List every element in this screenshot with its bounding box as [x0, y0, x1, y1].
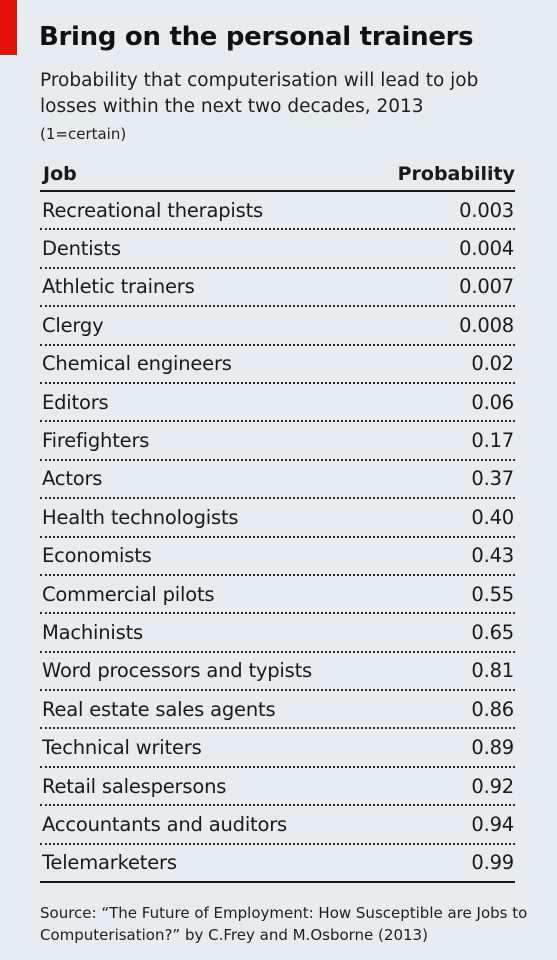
- probability-cell: 0.92: [471, 774, 514, 798]
- probability-cell: 0.003: [459, 198, 514, 222]
- probability-cell: 0.65: [471, 620, 514, 644]
- job-cell: Actors: [42, 467, 103, 491]
- probability-cell: 0.004: [459, 237, 514, 261]
- table-row: Economists 0.43: [40, 538, 515, 576]
- unit-note: (1=certain): [40, 125, 127, 143]
- column-header-probability: Probability: [397, 163, 515, 185]
- probability-cell: 0.43: [471, 544, 514, 568]
- table-row: Telemarketers 0.99: [40, 845, 515, 884]
- probability-cell: 0.94: [471, 812, 514, 836]
- probability-cell: 0.008: [459, 313, 514, 337]
- table-row: Word processors and typists 0.81: [40, 653, 515, 692]
- probability-cell: 0.02: [471, 352, 514, 376]
- table-row: Health technologists 0.40: [40, 499, 515, 538]
- probability-cell: 0.17: [471, 429, 514, 453]
- job-cell: Commercial pilots: [42, 582, 215, 606]
- chart-subtitle: Probability that computerisation will le…: [40, 70, 479, 117]
- probability-cell: 0.86: [471, 697, 514, 721]
- job-cell: Accountants and auditors: [42, 812, 287, 836]
- table-row: Retail salespersons 0.92: [40, 768, 515, 807]
- table-row: Dentists 0.004: [40, 230, 515, 269]
- table-header: Job Probability: [40, 158, 515, 192]
- probability-table: Job Probability Recreational therapists 0…: [40, 158, 515, 884]
- job-cell: Editors: [42, 390, 109, 414]
- table-row: Clergy 0.008: [40, 307, 515, 346]
- table-row: Technical writers 0.89: [40, 729, 515, 768]
- probability-cell: 0.89: [471, 736, 514, 760]
- job-cell: Athletic trainers: [42, 275, 195, 299]
- table-row: Recreational therapists 0.003: [40, 192, 515, 231]
- job-cell: Telemarketers: [42, 851, 177, 875]
- job-cell: Chemical engineers: [42, 352, 232, 376]
- job-cell: Economists: [42, 544, 152, 568]
- table-body: Recreational therapists 0.003 Dentists 0.00…: [40, 192, 515, 884]
- probability-cell: 0.06: [471, 390, 514, 414]
- probability-cell: 0.007: [459, 275, 514, 299]
- probability-cell: 0.55: [471, 582, 514, 606]
- job-cell: Machinists: [42, 620, 144, 644]
- table-row: Commercial pilots 0.55: [40, 576, 515, 615]
- brand-red-tag: [0, 0, 17, 55]
- source-note: Source: “The Future of Employment: How S…: [40, 904, 528, 944]
- chart-title: Bring on the personal trainers: [39, 22, 474, 52]
- job-cell: Retail salespersons: [42, 774, 227, 798]
- job-cell: Firefighters: [42, 429, 150, 453]
- table-row: Firefighters 0.17: [40, 422, 515, 461]
- table-row: Accountants and auditors 0.94: [40, 806, 515, 845]
- probability-cell: 0.37: [471, 467, 514, 491]
- column-header-job: Job: [43, 163, 77, 185]
- job-cell: Technical writers: [42, 736, 202, 760]
- probability-cell: 0.81: [471, 659, 514, 683]
- job-cell: Recreational therapists: [42, 198, 263, 222]
- table-row: Machinists 0.65: [40, 614, 515, 653]
- job-cell: Dentists: [42, 237, 121, 261]
- table-row: Real estate sales agents 0.86: [40, 691, 515, 730]
- table-row: Editors 0.06: [40, 384, 515, 423]
- job-cell: Clergy: [42, 313, 104, 337]
- probability-cell: 0.99: [471, 851, 514, 875]
- table-row: Athletic trainers 0.007: [40, 269, 515, 308]
- job-cell: Real estate sales agents: [42, 697, 276, 721]
- table-row: Actors 0.37: [40, 461, 515, 500]
- job-cell: Health technologists: [42, 505, 239, 529]
- probability-cell: 0.40: [471, 505, 514, 529]
- table-row: Chemical engineers 0.02: [40, 346, 515, 384]
- job-cell: Word processors and typists: [42, 659, 312, 683]
